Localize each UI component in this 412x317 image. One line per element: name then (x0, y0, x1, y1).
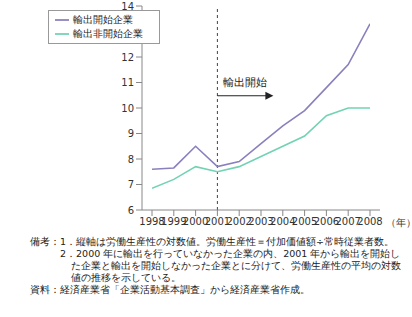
svg-text:（年）: （年） (386, 217, 404, 228)
svg-text:2008: 2008 (357, 216, 382, 227)
svg-text:輸出開始: 輸出開始 (223, 76, 267, 89)
svg-text:13: 13 (121, 26, 134, 37)
svg-text:11: 11 (121, 77, 134, 88)
svg-text:7: 7 (128, 179, 134, 190)
svg-text:9: 9 (128, 128, 134, 139)
svg-text:8: 8 (128, 154, 134, 165)
svg-text:6: 6 (128, 205, 134, 216)
svg-text:10: 10 (121, 103, 134, 114)
svg-text:14: 14 (121, 1, 134, 12)
svg-text:12: 12 (121, 52, 134, 63)
